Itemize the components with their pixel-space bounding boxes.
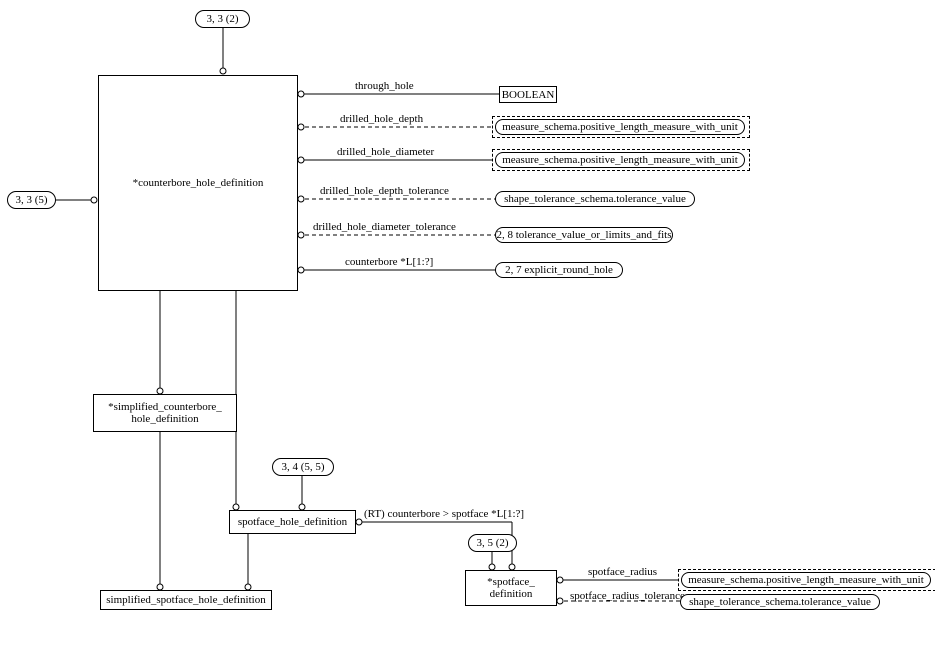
edge-label-spotface-radius: spotface_radius — [588, 566, 657, 578]
ref-label: 3, 3 (5) — [15, 194, 47, 206]
type-label: 2, 8 tolerance_value_or_limits_and_fits — [496, 229, 671, 241]
dash-wrap-pos-length-1: measure_schema.positive_length_measure_w… — [492, 116, 750, 138]
edge-label-drilled-hole-depth-tolerance: drilled_hole_depth_tolerance — [320, 185, 449, 197]
edge-label-drilled-hole-depth: drilled_hole_depth — [340, 113, 423, 125]
shape-tol-pill-1: shape_tolerance_schema.tolerance_value — [495, 191, 695, 207]
type-label: shape_tolerance_schema.tolerance_value — [689, 596, 871, 608]
ref-label: 3, 4 (5, 5) — [281, 461, 324, 473]
ref-label: 3, 5 (2) — [476, 537, 508, 549]
dash-wrap-pos-length-2: measure_schema.positive_length_measure_w… — [492, 149, 750, 171]
entity-label: *spotface_ definition — [487, 576, 535, 600]
edge-label-rt-counterbore: (RT) counterbore > spotface *L[1:?] — [364, 508, 524, 520]
type-label: shape_tolerance_schema.tolerance_value — [504, 193, 686, 205]
pos-length-pill-1: measure_schema.positive_length_measure_w… — [495, 119, 745, 135]
type-label: measure_schema.positive_length_measure_w… — [502, 154, 738, 166]
tol-or-limits-pill: 2, 8 tolerance_value_or_limits_and_fits — [495, 227, 673, 243]
ref-pill-3-5-2: 3, 5 (2) — [468, 534, 517, 552]
entity-label: *simplified_counterbore_ hole_definition — [108, 401, 222, 425]
simplified-spotface-box: simplified_spotface_hole_definition — [100, 590, 272, 610]
type-label: measure_schema.positive_length_measure_w… — [688, 574, 924, 586]
edge-label-counterbore-list: counterbore *L[1:?] — [345, 256, 433, 268]
boolean-box: BOOLEAN — [499, 86, 557, 103]
simplified-counterbore-box: *simplified_counterbore_ hole_definition — [93, 394, 237, 432]
ref-pill-3-3-5: 3, 3 (5) — [7, 191, 56, 209]
spotface-hole-box: spotface_hole_definition — [229, 510, 356, 534]
explicit-round-pill: 2, 7 explicit_round_hole — [495, 262, 623, 278]
ref-pill-3-4-5-5: 3, 4 (5, 5) — [272, 458, 334, 476]
spotface-definition-box: *spotface_ definition — [465, 570, 557, 606]
edge-label-through-hole: through_hole — [355, 80, 414, 92]
type-label: BOOLEAN — [502, 89, 555, 101]
edge-label-spotface-radius-tolerance: spotface_radius_tolerance — [570, 590, 685, 602]
ref-label: 3, 3 (2) — [206, 13, 238, 25]
entity-label: *counterbore_hole_definition — [133, 177, 264, 189]
pos-length-pill-2: measure_schema.positive_length_measure_w… — [495, 152, 745, 168]
dash-wrap-pos-length-3: measure_schema.positive_length_measure_w… — [678, 569, 935, 591]
pos-length-pill-3: measure_schema.positive_length_measure_w… — [681, 572, 931, 588]
counterbore-hole-definition-box: *counterbore_hole_definition — [98, 75, 298, 291]
edge-label-drilled-hole-diameter-tolerance: drilled_hole_diameter_tolerance — [313, 221, 456, 233]
type-label: measure_schema.positive_length_measure_w… — [502, 121, 738, 133]
ref-pill-3-3-2: 3, 3 (2) — [195, 10, 250, 28]
entity-label: simplified_spotface_hole_definition — [106, 594, 265, 606]
shape-tol-pill-2: shape_tolerance_schema.tolerance_value — [680, 594, 880, 610]
type-label: 2, 7 explicit_round_hole — [505, 264, 613, 276]
edge-label-drilled-hole-diameter: drilled_hole_diameter — [337, 146, 434, 158]
entity-label: spotface_hole_definition — [238, 516, 347, 528]
